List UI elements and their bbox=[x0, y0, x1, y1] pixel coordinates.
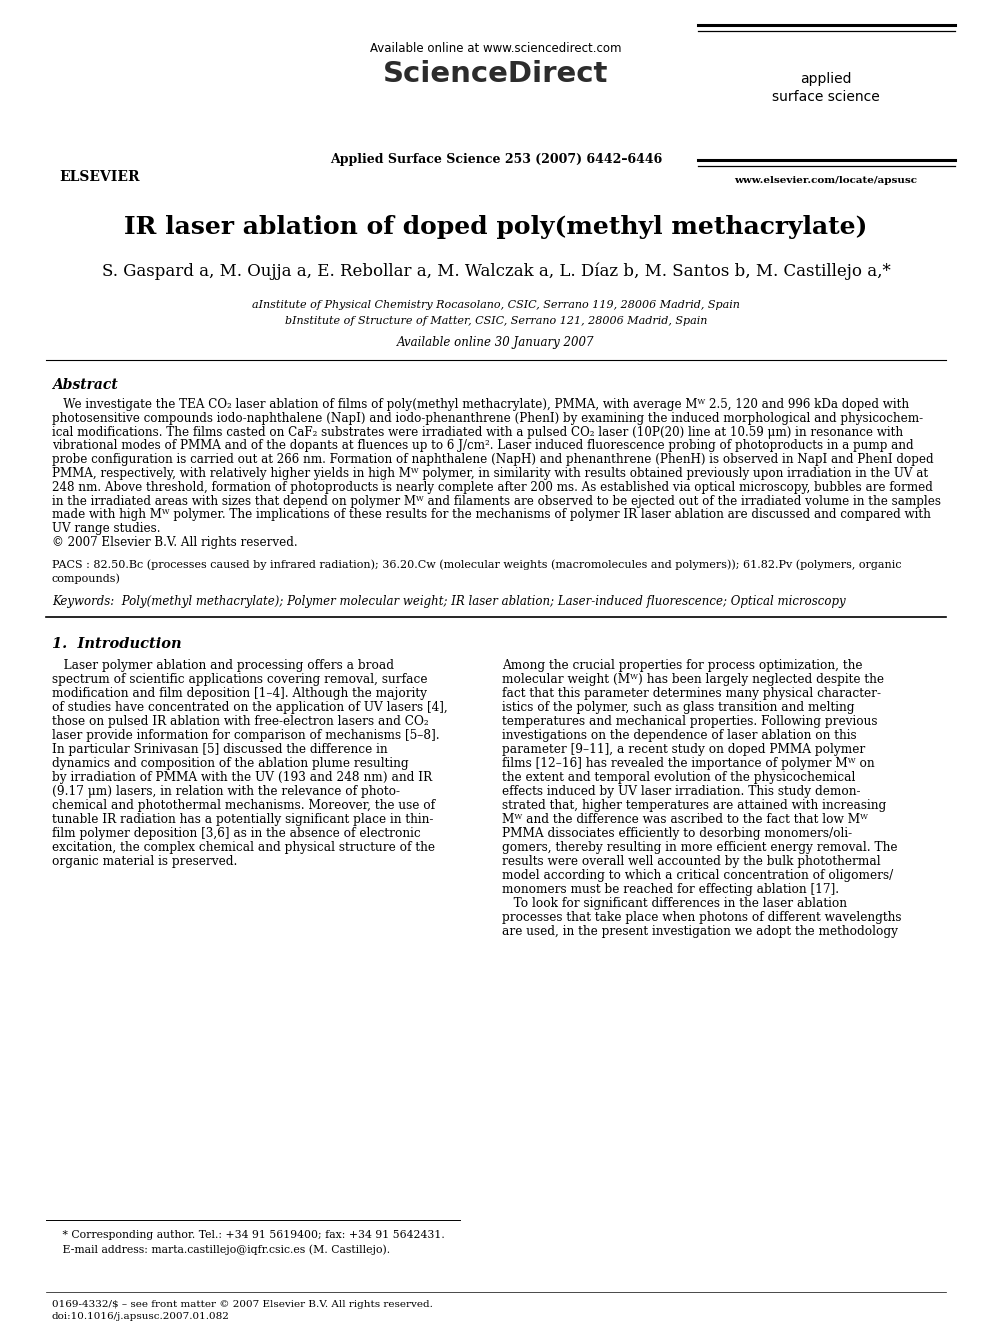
Text: probe configuration is carried out at 266 nm. Formation of naphthalene (NapH) an: probe configuration is carried out at 26… bbox=[52, 454, 933, 466]
Text: gomers, thereby resulting in more efficient energy removal. The: gomers, thereby resulting in more effici… bbox=[502, 841, 898, 855]
Text: films [12–16] has revealed the importance of polymer Mᵂ on: films [12–16] has revealed the importanc… bbox=[502, 757, 875, 770]
Text: applied: applied bbox=[801, 71, 852, 86]
Text: (9.17 μm) lasers, in relation with the relevance of photo-: (9.17 μm) lasers, in relation with the r… bbox=[52, 786, 400, 798]
Text: Abstract: Abstract bbox=[52, 378, 118, 392]
Text: We investigate the TEA CO₂ laser ablation of films of poly(methyl methacrylate),: We investigate the TEA CO₂ laser ablatio… bbox=[52, 398, 909, 411]
Text: processes that take place when photons of different wavelengths: processes that take place when photons o… bbox=[502, 912, 902, 925]
Text: UV range studies.: UV range studies. bbox=[52, 523, 161, 536]
Text: Applied Surface Science 253 (2007) 6442–6446: Applied Surface Science 253 (2007) 6442–… bbox=[330, 153, 662, 165]
Text: ScienceDirect: ScienceDirect bbox=[383, 60, 609, 89]
Text: temperatures and mechanical properties. Following previous: temperatures and mechanical properties. … bbox=[502, 716, 878, 729]
Text: PMMA, respectively, with relatively higher yields in high Mᵂ polymer, in similar: PMMA, respectively, with relatively high… bbox=[52, 467, 929, 480]
Text: are used, in the present investigation we adopt the methodology: are used, in the present investigation w… bbox=[502, 925, 898, 938]
Text: Laser polymer ablation and processing offers a broad: Laser polymer ablation and processing of… bbox=[52, 659, 394, 672]
Text: istics of the polymer, such as glass transition and melting: istics of the polymer, such as glass tra… bbox=[502, 701, 854, 714]
Text: photosensitive compounds iodo-naphthalene (NapI) and iodo-phenanthrene (PhenI) b: photosensitive compounds iodo-naphthalen… bbox=[52, 411, 924, 425]
Text: model according to which a critical concentration of oligomers/: model according to which a critical conc… bbox=[502, 869, 893, 882]
Text: modification and film deposition [1–4]. Although the majority: modification and film deposition [1–4]. … bbox=[52, 688, 427, 700]
Text: organic material is preserved.: organic material is preserved. bbox=[52, 856, 237, 868]
Text: film polymer deposition [3,6] as in the absence of electronic: film polymer deposition [3,6] as in the … bbox=[52, 827, 421, 840]
Text: S. Gaspard a, M. Oujja a, E. Rebollar a, M. Walczak a, L. Díaz b, M. Santos b, M: S. Gaspard a, M. Oujja a, E. Rebollar a,… bbox=[101, 262, 891, 279]
Text: monomers must be reached for effecting ablation [17].: monomers must be reached for effecting a… bbox=[502, 884, 839, 897]
Text: strated that, higher temperatures are attained with increasing: strated that, higher temperatures are at… bbox=[502, 799, 886, 812]
Text: IR laser ablation of doped poly(methyl methacrylate): IR laser ablation of doped poly(methyl m… bbox=[124, 216, 868, 239]
Text: results were overall well accounted by the bulk photothermal: results were overall well accounted by t… bbox=[502, 856, 881, 868]
Text: by irradiation of PMMA with the UV (193 and 248 nm) and IR: by irradiation of PMMA with the UV (193 … bbox=[52, 771, 433, 785]
Text: parameter [9–11], a recent study on doped PMMA polymer: parameter [9–11], a recent study on dope… bbox=[502, 744, 865, 757]
Text: 0169-4332/$ – see front matter © 2007 Elsevier B.V. All rights reserved.: 0169-4332/$ – see front matter © 2007 El… bbox=[52, 1301, 433, 1308]
Text: made with high Mᵂ polymer. The implications of these results for the mechanisms : made with high Mᵂ polymer. The implicati… bbox=[52, 508, 930, 521]
Text: laser provide information for comparison of mechanisms [5–8].: laser provide information for comparison… bbox=[52, 729, 439, 742]
Text: ELSEVIER: ELSEVIER bbox=[60, 169, 140, 184]
Text: fact that this parameter determines many physical character-: fact that this parameter determines many… bbox=[502, 688, 881, 700]
Text: doi:10.1016/j.apsusc.2007.01.082: doi:10.1016/j.apsusc.2007.01.082 bbox=[52, 1312, 230, 1320]
Text: Available online 30 January 2007: Available online 30 January 2007 bbox=[397, 336, 595, 349]
Text: effects induced by UV laser irradiation. This study demon-: effects induced by UV laser irradiation.… bbox=[502, 786, 860, 798]
Text: Mᵂ and the difference was ascribed to the fact that low Mᵂ: Mᵂ and the difference was ascribed to th… bbox=[502, 814, 868, 827]
Text: In particular Srinivasan [5] discussed the difference in: In particular Srinivasan [5] discussed t… bbox=[52, 744, 388, 757]
Text: of studies have concentrated on the application of UV lasers [4],: of studies have concentrated on the appl… bbox=[52, 701, 447, 714]
Text: 248 nm. Above threshold, formation of photoproducts is nearly complete after 200: 248 nm. Above threshold, formation of ph… bbox=[52, 480, 932, 493]
Text: * Corresponding author. Tel.: +34 91 5619400; fax: +34 91 5642431.: * Corresponding author. Tel.: +34 91 561… bbox=[52, 1230, 444, 1240]
Text: To look for significant differences in the laser ablation: To look for significant differences in t… bbox=[502, 897, 847, 910]
Text: in the irradiated areas with sizes that depend on polymer Mᵂ and filaments are o: in the irradiated areas with sizes that … bbox=[52, 495, 941, 508]
Text: those on pulsed IR ablation with free-electron lasers and CO₂: those on pulsed IR ablation with free-el… bbox=[52, 716, 429, 729]
Text: www.elsevier.com/locate/apsusc: www.elsevier.com/locate/apsusc bbox=[734, 176, 918, 185]
Text: tunable IR radiation has a potentially significant place in thin-: tunable IR radiation has a potentially s… bbox=[52, 814, 434, 827]
Text: compounds): compounds) bbox=[52, 574, 121, 585]
Text: Keywords:  Poly(methyl methacrylate); Polymer molecular weight; IR laser ablatio: Keywords: Poly(methyl methacrylate); Pol… bbox=[52, 595, 845, 609]
Text: vibrational modes of PMMA and of the dopants at fluences up to 6 J/cm². Laser in: vibrational modes of PMMA and of the dop… bbox=[52, 439, 914, 452]
Text: chemical and photothermal mechanisms. Moreover, the use of: chemical and photothermal mechanisms. Mo… bbox=[52, 799, 435, 812]
Text: Available online at www.sciencedirect.com: Available online at www.sciencedirect.co… bbox=[370, 42, 622, 56]
Text: aInstitute of Physical Chemistry Rocasolano, CSIC, Serrano 119, 28006 Madrid, Sp: aInstitute of Physical Chemistry Rocasol… bbox=[252, 300, 740, 310]
Text: 1.  Introduction: 1. Introduction bbox=[52, 638, 182, 651]
Text: PACS : 82.50.Bc (processes caused by infrared radiation); 36.20.Cw (molecular we: PACS : 82.50.Bc (processes caused by inf… bbox=[52, 560, 902, 570]
Text: E-mail address: marta.castillejo@iqfr.csic.es (M. Castillejo).: E-mail address: marta.castillejo@iqfr.cs… bbox=[52, 1244, 390, 1254]
Text: the extent and temporal evolution of the physicochemical: the extent and temporal evolution of the… bbox=[502, 771, 855, 785]
Text: excitation, the complex chemical and physical structure of the: excitation, the complex chemical and phy… bbox=[52, 841, 435, 855]
Text: ical modifications. The films casted on CaF₂ substrates were irradiated with a p: ical modifications. The films casted on … bbox=[52, 426, 903, 439]
Text: molecular weight (Mᵂ) has been largely neglected despite the: molecular weight (Mᵂ) has been largely n… bbox=[502, 673, 884, 687]
Text: PMMA dissociates efficiently to desorbing monomers/oli-: PMMA dissociates efficiently to desorbin… bbox=[502, 827, 852, 840]
Text: investigations on the dependence of laser ablation on this: investigations on the dependence of lase… bbox=[502, 729, 857, 742]
Text: Among the crucial properties for process optimization, the: Among the crucial properties for process… bbox=[502, 659, 862, 672]
Text: dynamics and composition of the ablation plume resulting: dynamics and composition of the ablation… bbox=[52, 757, 409, 770]
Text: spectrum of scientific applications covering removal, surface: spectrum of scientific applications cove… bbox=[52, 673, 428, 687]
Text: surface science: surface science bbox=[772, 90, 880, 105]
Text: © 2007 Elsevier B.V. All rights reserved.: © 2007 Elsevier B.V. All rights reserved… bbox=[52, 536, 298, 549]
Text: bInstitute of Structure of Matter, CSIC, Serrano 121, 28006 Madrid, Spain: bInstitute of Structure of Matter, CSIC,… bbox=[285, 316, 707, 325]
